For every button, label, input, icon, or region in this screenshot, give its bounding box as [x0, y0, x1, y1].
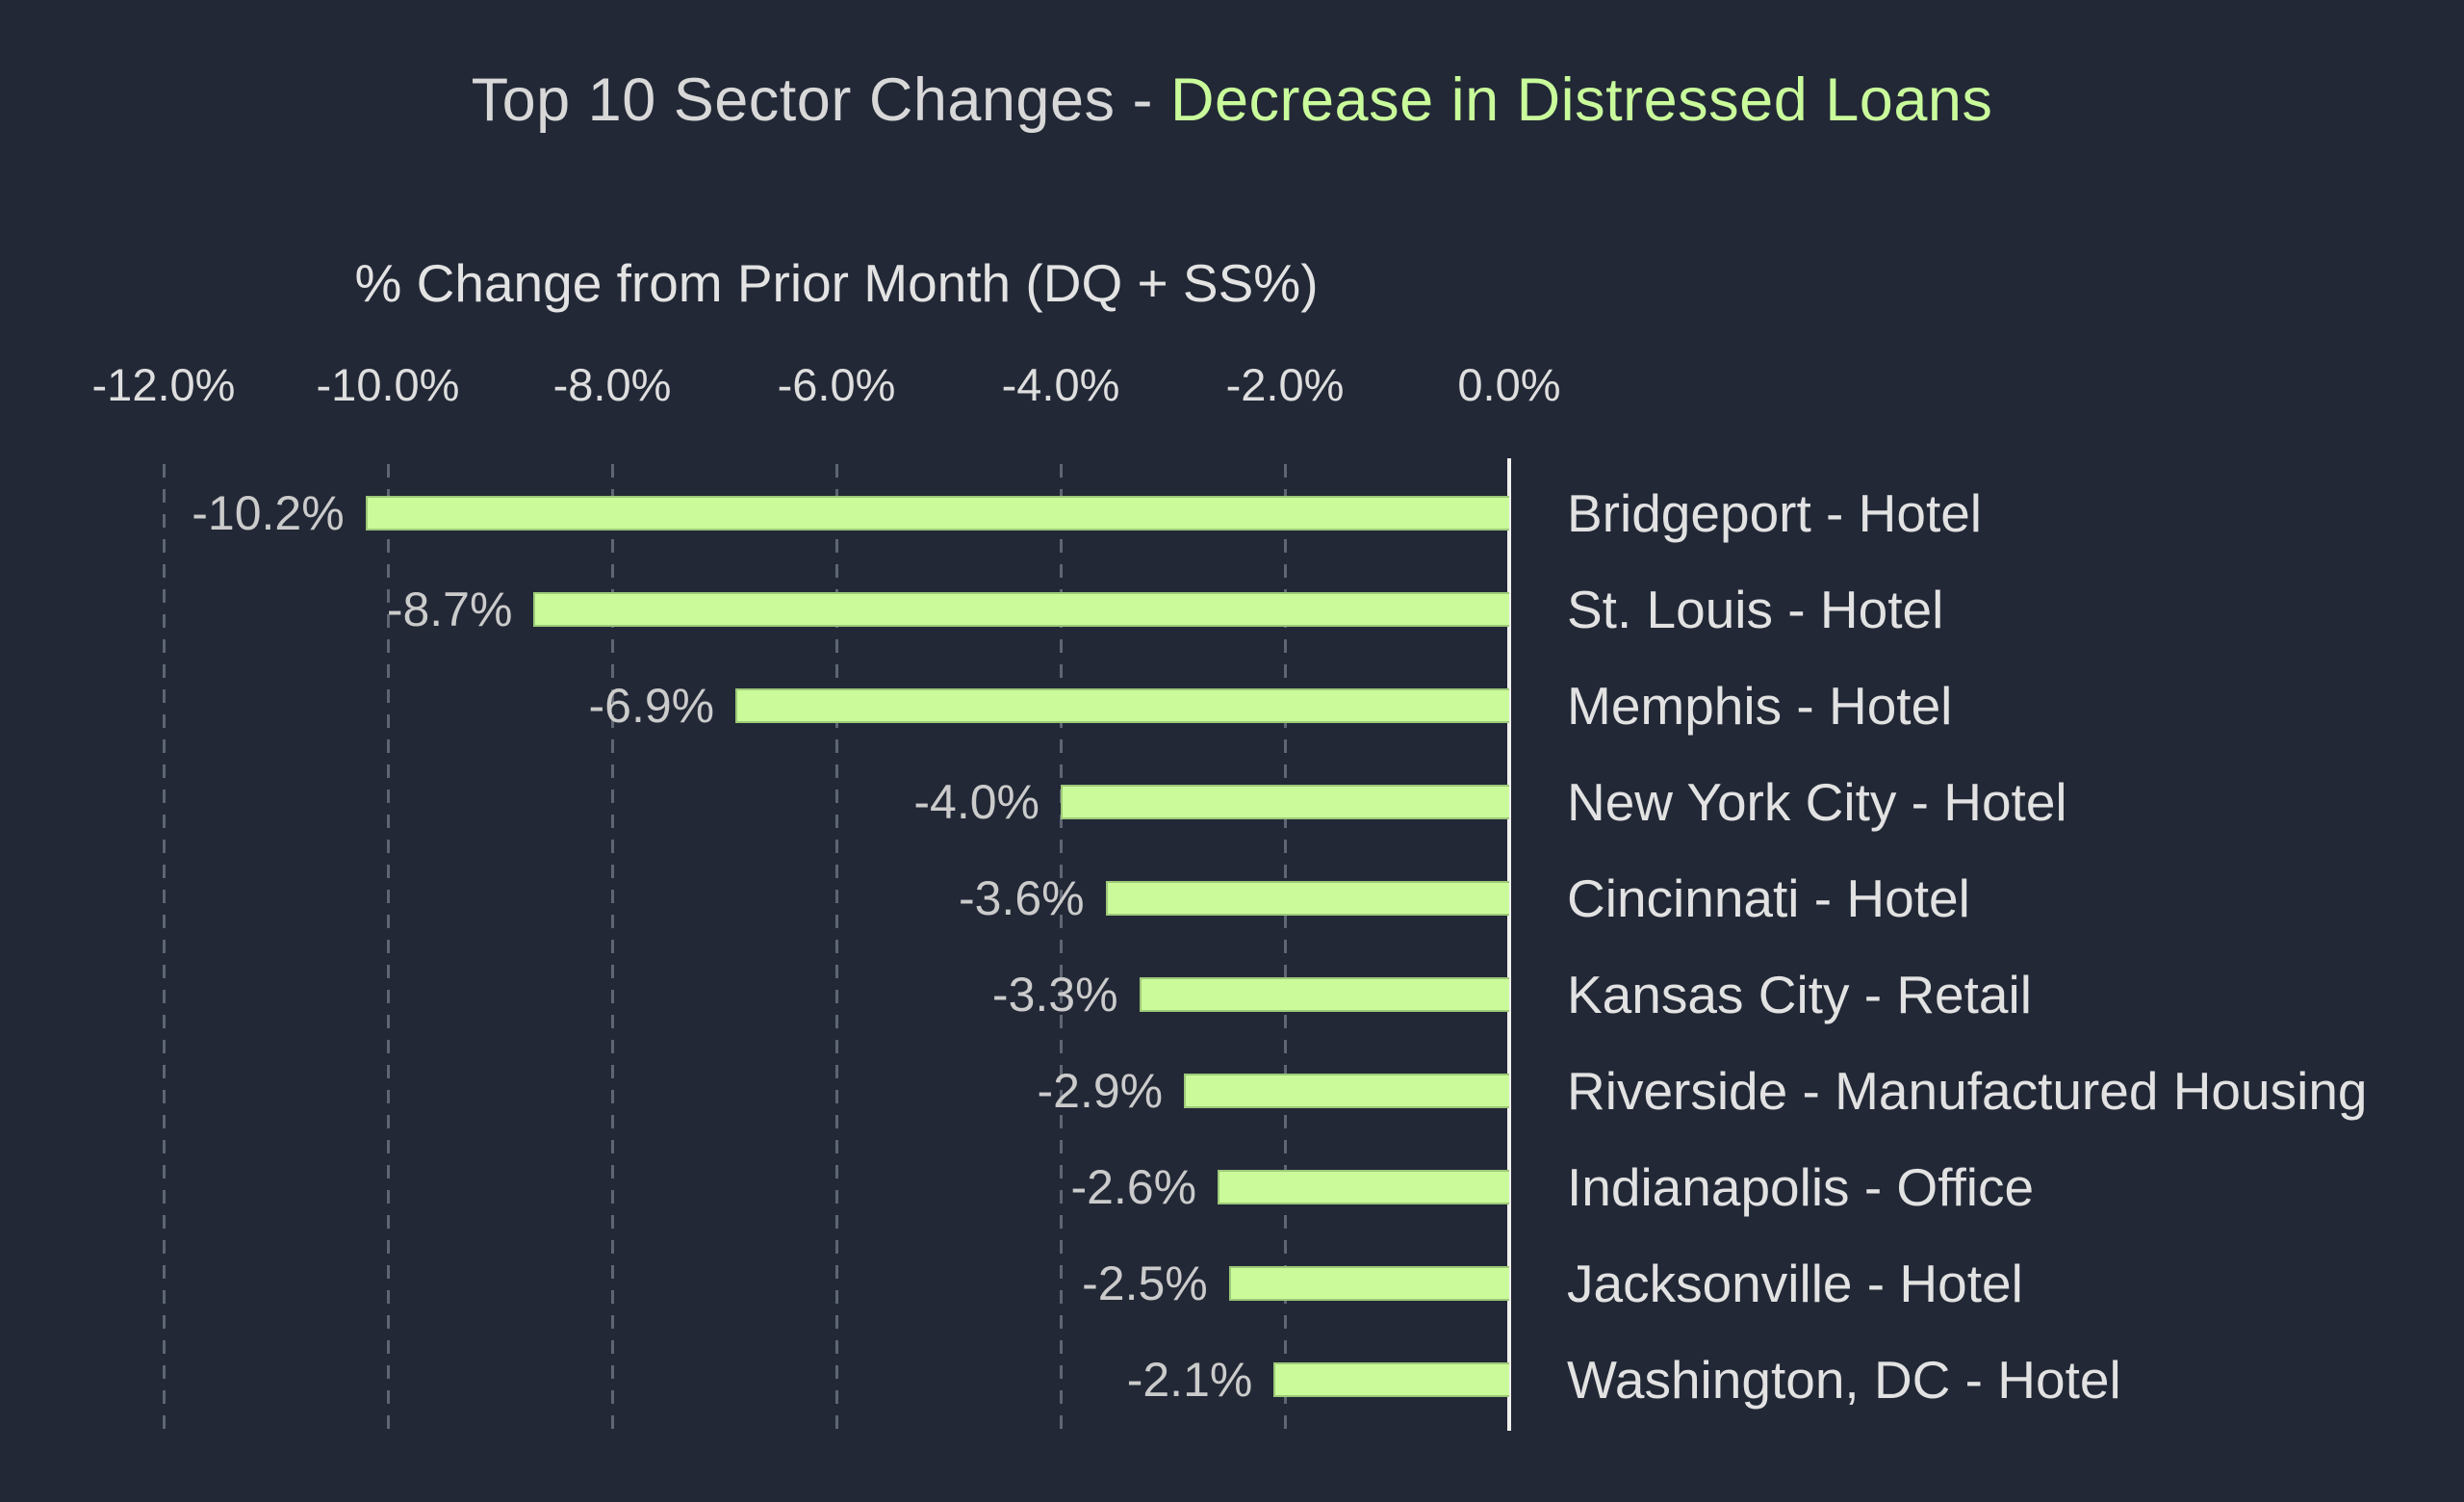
bar-4: [1061, 785, 1509, 819]
bar-value-label: -8.7%: [386, 583, 513, 636]
x-tick-label: -4.0%: [1001, 359, 1120, 410]
bar-value-label: -2.1%: [1126, 1353, 1253, 1407]
chart-title-prefix: Top 10 Sector Changes -: [471, 66, 1170, 134]
bar-category-label: Indianapolis - Office: [1567, 1157, 2035, 1217]
bar-value-label: -4.0%: [913, 775, 1040, 829]
bar-5: [1105, 881, 1509, 916]
chart-title-highlight: Decrease in Distressed Loans: [1170, 66, 1993, 134]
zero-axis-line: [1507, 458, 1511, 1431]
bar-category-label: New York City - Hotel: [1567, 772, 2067, 832]
gridline: [1060, 464, 1063, 1431]
gridline: [163, 464, 166, 1431]
bar-3: [735, 688, 1509, 723]
bar-2: [533, 592, 1509, 627]
bar-value-label: -3.6%: [958, 871, 1085, 925]
gridline: [611, 464, 614, 1431]
x-axis-title: % Change from Prior Month (DQ + SS%): [354, 253, 1319, 313]
x-tick-label: 0.0%: [1457, 359, 1561, 410]
bar-value-label: -2.5%: [1082, 1256, 1208, 1310]
x-tick-label: -2.0%: [1225, 359, 1345, 410]
bar-category-label: Bridgeport - Hotel: [1567, 483, 1983, 543]
x-tick-label: -6.0%: [777, 359, 896, 410]
bar-value-label: -6.9%: [588, 679, 715, 733]
bar-value-label: -2.9%: [1037, 1064, 1164, 1118]
bar-category-label: Cincinnati - Hotel: [1567, 868, 1970, 928]
x-tick-label: -12.0%: [91, 359, 236, 410]
bar-7: [1184, 1074, 1509, 1108]
bar-8: [1218, 1170, 1509, 1204]
gridline: [387, 464, 390, 1431]
chart-title: Top 10 Sector Changes - Decrease in Dist…: [0, 65, 2464, 135]
x-tick-label: -10.0%: [316, 359, 460, 410]
bar-value-label: -10.2%: [192, 486, 345, 540]
bar-value-label: -2.6%: [1070, 1160, 1197, 1214]
bar-category-label: Jacksonville - Hotel: [1567, 1254, 2023, 1313]
bar-category-label: Riverside - Manufactured Housing: [1567, 1061, 2368, 1121]
bar-6: [1139, 977, 1509, 1012]
bar-category-label: St. Louis - Hotel: [1567, 580, 1944, 639]
x-tick-label: -8.0%: [552, 359, 672, 410]
bar-10: [1273, 1362, 1509, 1397]
gridline: [1284, 464, 1287, 1431]
bar-value-label: -3.3%: [991, 968, 1118, 1022]
bar-category-label: Washington, DC - Hotel: [1567, 1350, 2121, 1410]
bar-category-label: Memphis - Hotel: [1567, 676, 1953, 736]
gridline: [835, 464, 838, 1431]
bar-category-label: Kansas City - Retail: [1567, 965, 2032, 1024]
bar-1: [365, 496, 1509, 531]
bar-9: [1228, 1266, 1509, 1301]
